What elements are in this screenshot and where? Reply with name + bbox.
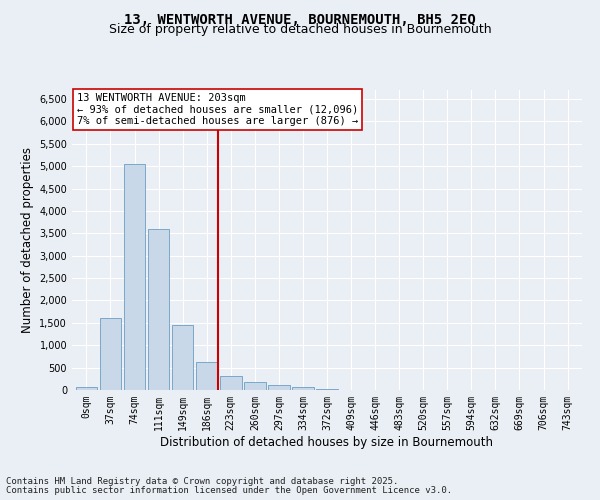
Text: 13, WENTWORTH AVENUE, BOURNEMOUTH, BH5 2EQ: 13, WENTWORTH AVENUE, BOURNEMOUTH, BH5 2…: [124, 12, 476, 26]
Bar: [100, 318, 121, 390]
Text: 13 WENTWORTH AVENUE: 203sqm
← 93% of detached houses are smaller (12,096)
7% of : 13 WENTWORTH AVENUE: 203sqm ← 93% of det…: [77, 93, 358, 126]
Bar: [292, 387, 314, 390]
Bar: [148, 229, 169, 390]
Bar: [196, 362, 218, 390]
Text: Contains HM Land Registry data © Crown copyright and database right 2025.: Contains HM Land Registry data © Crown c…: [6, 477, 398, 486]
Bar: [220, 376, 242, 390]
Bar: [244, 382, 266, 390]
Bar: [124, 164, 145, 390]
Bar: [316, 389, 338, 390]
Bar: [76, 388, 97, 390]
Text: Size of property relative to detached houses in Bournemouth: Size of property relative to detached ho…: [109, 24, 491, 36]
Text: Contains public sector information licensed under the Open Government Licence v3: Contains public sector information licen…: [6, 486, 452, 495]
Y-axis label: Number of detached properties: Number of detached properties: [21, 147, 34, 333]
Bar: [172, 325, 193, 390]
Bar: [268, 384, 290, 390]
X-axis label: Distribution of detached houses by size in Bournemouth: Distribution of detached houses by size …: [161, 436, 493, 448]
